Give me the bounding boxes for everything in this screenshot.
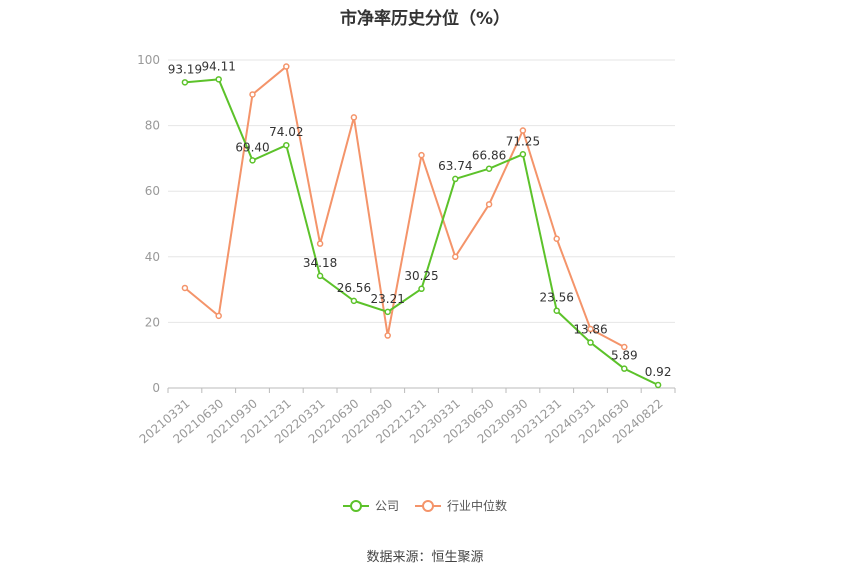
data-point-industry-median	[249, 91, 256, 98]
legend: 公司 行业中位数	[0, 497, 850, 514]
data-label: 74.02	[269, 125, 303, 139]
data-point-company	[181, 79, 189, 86]
data-point-industry-median	[384, 332, 391, 339]
y-tick-label: 20	[145, 315, 160, 329]
data-point-company	[249, 157, 256, 164]
data-label: 69.40	[235, 140, 269, 154]
data-point-industry-median	[621, 343, 628, 351]
data-point-company	[654, 381, 662, 389]
data-point-industry-median	[350, 114, 358, 121]
data-label: 71.25	[506, 134, 540, 148]
data-point-company	[519, 151, 527, 158]
data-point-industry-median	[418, 151, 425, 159]
data-point-industry-median	[519, 127, 527, 134]
legend-swatch-industry-median	[415, 499, 441, 513]
data-label: 94.11	[202, 59, 236, 73]
legend-label-industry-median: 行业中位数	[447, 499, 508, 513]
data-source: 数据来源：恒生聚源	[366, 550, 484, 565]
data-point-company	[621, 365, 628, 372]
legend-item-industry-median[interactable]: 行业中位数	[415, 497, 507, 514]
data-point-industry-median	[452, 253, 459, 261]
grid-lines	[168, 59, 675, 323]
data-label: 93.19	[168, 62, 202, 76]
data-label: 23.56	[540, 291, 574, 305]
axes: 0204060801002021033120210630202109302021…	[137, 53, 676, 446]
data-label: 5.89	[611, 349, 638, 363]
chart-title: 市净率历史分位（%）	[339, 9, 511, 29]
data-label: 0.92	[645, 365, 672, 379]
data-point-company	[553, 307, 560, 314]
data-point-industry-median	[283, 63, 290, 70]
data-label: 26.56	[337, 281, 371, 295]
data-point-industry-median	[587, 325, 594, 333]
data-point-company	[316, 272, 324, 280]
legend-label-company: 公司	[374, 499, 399, 513]
data-point-industry-median	[553, 235, 560, 243]
y-tick-label: 40	[145, 250, 160, 264]
data-point-company	[350, 297, 358, 305]
y-tick-label: 60	[145, 184, 160, 198]
data-point-company	[485, 165, 493, 172]
data-point-industry-median	[181, 284, 189, 292]
data-label: 66.86	[472, 149, 506, 163]
y-tick-label: 80	[145, 119, 160, 133]
legend-item-company[interactable]: 公司	[342, 497, 399, 514]
data-point-company	[283, 141, 290, 149]
y-tick-label: 0	[152, 381, 160, 395]
data-label: 13.86	[573, 323, 607, 337]
data-point-company	[452, 175, 459, 183]
data-label: 23.21	[371, 292, 405, 306]
legend-swatch-company	[342, 499, 369, 513]
series-lines	[181, 63, 662, 389]
data-label: 34.18	[303, 256, 337, 270]
data-point-company	[587, 339, 594, 346]
data-label: 63.74	[438, 159, 472, 173]
data-point-company	[418, 285, 425, 293]
data-point-industry-median	[316, 240, 324, 247]
data-point-company	[384, 308, 391, 316]
data-label: 30.25	[404, 269, 438, 283]
y-tick-label: 100	[137, 53, 160, 67]
data-point-company	[215, 76, 222, 83]
series-line-industry-median	[184, 65, 625, 348]
data-point-industry-median	[215, 312, 222, 320]
data-point-industry-median	[485, 201, 493, 208]
